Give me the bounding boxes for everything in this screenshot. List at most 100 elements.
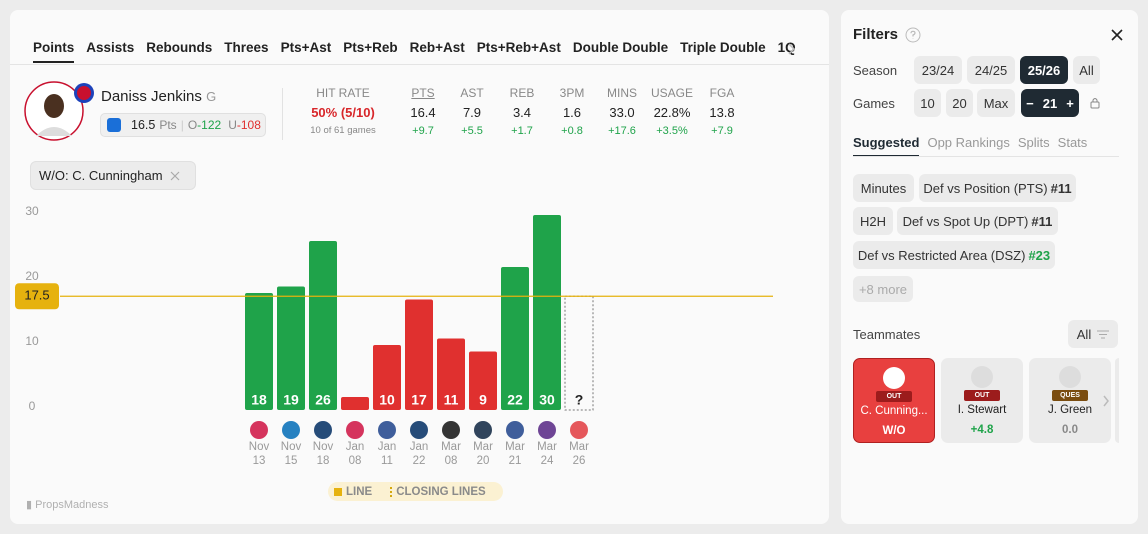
teammate-card[interactable]: OUT C. Cunning... W/O — [853, 358, 935, 443]
value-label: 19 — [283, 392, 299, 408]
lock-icon[interactable] — [1090, 97, 1100, 109]
y-tick-label: 30 — [25, 204, 39, 218]
teammates-filter[interactable]: All — [1068, 320, 1118, 348]
sub-tab[interactable]: Suggested — [853, 135, 920, 157]
x-tick-label: Mar 08 — [441, 441, 461, 467]
divider — [10, 64, 829, 65]
y-tick-label: 20 — [25, 269, 39, 283]
stat-value: 33.0 — [609, 105, 635, 120]
teammate-value: 0.0 — [1062, 424, 1078, 436]
bar — [533, 215, 561, 410]
suggestion-chip[interactable]: H2H — [853, 207, 893, 235]
tab[interactable]: Pts+Reb+Ast — [476, 40, 561, 55]
bar — [341, 397, 369, 410]
chip-close-icon[interactable] — [170, 171, 180, 181]
filters-title: Filters — [853, 26, 899, 43]
team-logo — [410, 421, 428, 439]
tabs-next-icon[interactable] — [786, 42, 796, 56]
x-tick-label: Mar 26 — [569, 441, 589, 467]
tab[interactable]: Pts+Ast — [280, 40, 332, 55]
season-button[interactable]: 24/25 — [967, 56, 1015, 84]
season-button[interactable]: All — [1073, 56, 1100, 84]
games-stepper: − 21 + — [1021, 89, 1079, 117]
suggestion-chip[interactable]: Def vs Spot Up (DPT) #11 — [897, 207, 1058, 235]
more-chip[interactable]: +8 more — [853, 276, 913, 302]
teammate-card[interactable]: QUES J. Green 0.0 — [1029, 358, 1111, 443]
stepper-plus[interactable]: + — [1066, 95, 1074, 111]
team-logo — [442, 421, 460, 439]
y-tick-label: 10 — [25, 334, 39, 348]
stat-label: AST — [460, 86, 484, 100]
value-label: 30 — [539, 392, 555, 408]
hit-rate-label: HIT RATE — [316, 86, 370, 100]
value-label: 17 — [411, 392, 427, 408]
tab[interactable]: Double Double — [572, 40, 669, 55]
teammate-card-partial — [1115, 358, 1119, 443]
games-button[interactable]: 20 — [946, 89, 973, 117]
bar — [277, 286, 305, 410]
games-button[interactable]: 10 — [914, 89, 941, 117]
x-tick-label: Nov 18 — [312, 441, 334, 467]
chip-label: Minutes — [860, 180, 907, 196]
under-odds: -108 — [236, 118, 261, 132]
legend-line: LINE — [346, 485, 373, 498]
stat-label: USAGE — [650, 86, 693, 100]
stat-label: FGA — [709, 86, 735, 100]
teammate-status: OUT — [964, 390, 1000, 401]
season-button[interactable]: 23/24 — [914, 56, 962, 84]
watermark: ▮ PropsMadness — [26, 499, 109, 511]
suggestion-chip[interactable]: Minutes — [853, 174, 914, 202]
divider — [853, 156, 1119, 157]
stat-diff: +5.5 — [461, 125, 483, 137]
stat-diff: +1.7 — [511, 125, 533, 137]
stat-label: REB — [509, 86, 535, 100]
bar — [405, 299, 433, 410]
value-label: 10 — [379, 392, 395, 408]
tab[interactable]: Reb+Ast — [409, 40, 465, 55]
line-value: 16.5 — [131, 118, 156, 132]
suggestion-chip[interactable]: Def vs Restricted Area (DSZ) #23 — [853, 241, 1055, 269]
value-label: 11 — [444, 392, 459, 408]
under-label: U — [228, 118, 237, 132]
games-button[interactable]: Max — [977, 89, 1015, 117]
sub-tab[interactable]: Opp Rankings — [927, 135, 1010, 150]
tab[interactable]: Points — [33, 40, 75, 63]
player-position: G — [206, 89, 217, 104]
line-label-box — [15, 283, 59, 310]
stepper-minus[interactable]: − — [1026, 95, 1034, 111]
stepper-value: 21 — [1042, 95, 1058, 111]
season-button[interactable]: 25/26 — [1020, 56, 1068, 84]
filter-chip[interactable]: W/O: C. Cunningham — [30, 161, 196, 190]
stat-value: 7.9 — [462, 105, 482, 120]
teammate-name: C. Cunning... — [860, 405, 928, 417]
tab[interactable]: Triple Double — [680, 40, 766, 55]
chart: 0 10 20 30 18 19 26 10 17 11 9 22 30 ? 17.5 — [15, 204, 773, 439]
sub-tab[interactable]: Stats — [1057, 135, 1088, 150]
teammates-next-icon[interactable] — [1102, 395, 1110, 407]
filter-icon — [1097, 330, 1110, 338]
tab[interactable]: Assists — [86, 40, 135, 55]
tab[interactable]: Threes — [224, 40, 269, 55]
stat-diff: +17.6 — [608, 125, 636, 137]
bar — [501, 267, 529, 410]
bar — [373, 345, 401, 410]
sub-tab[interactable]: Splits — [1017, 135, 1050, 150]
teammate-card[interactable]: OUT I. Stewart +4.8 — [941, 358, 1023, 443]
teammate-avatar — [1059, 366, 1081, 388]
close-icon[interactable] — [1111, 29, 1123, 41]
chip-label: Def vs Restricted Area (DSZ) — [857, 247, 1026, 263]
chip-label: H2H — [859, 213, 886, 229]
suggestion-chip[interactable]: Def vs Position (PTS) #11 — [919, 174, 1076, 202]
player-avatar — [24, 81, 94, 141]
help-icon[interactable] — [905, 27, 921, 43]
teammate-value: +4.8 — [970, 424, 994, 436]
bar — [245, 293, 273, 410]
tab[interactable]: Pts+Reb — [343, 40, 398, 55]
value-label: 18 — [251, 392, 267, 408]
hit-rate-sub: 10 of 61 games — [310, 125, 376, 136]
teammate-name: J. Green — [1047, 404, 1093, 416]
tab[interactable]: Rebounds — [146, 40, 213, 55]
separator — [282, 88, 283, 140]
stat-diff: +3.5% — [656, 125, 688, 137]
